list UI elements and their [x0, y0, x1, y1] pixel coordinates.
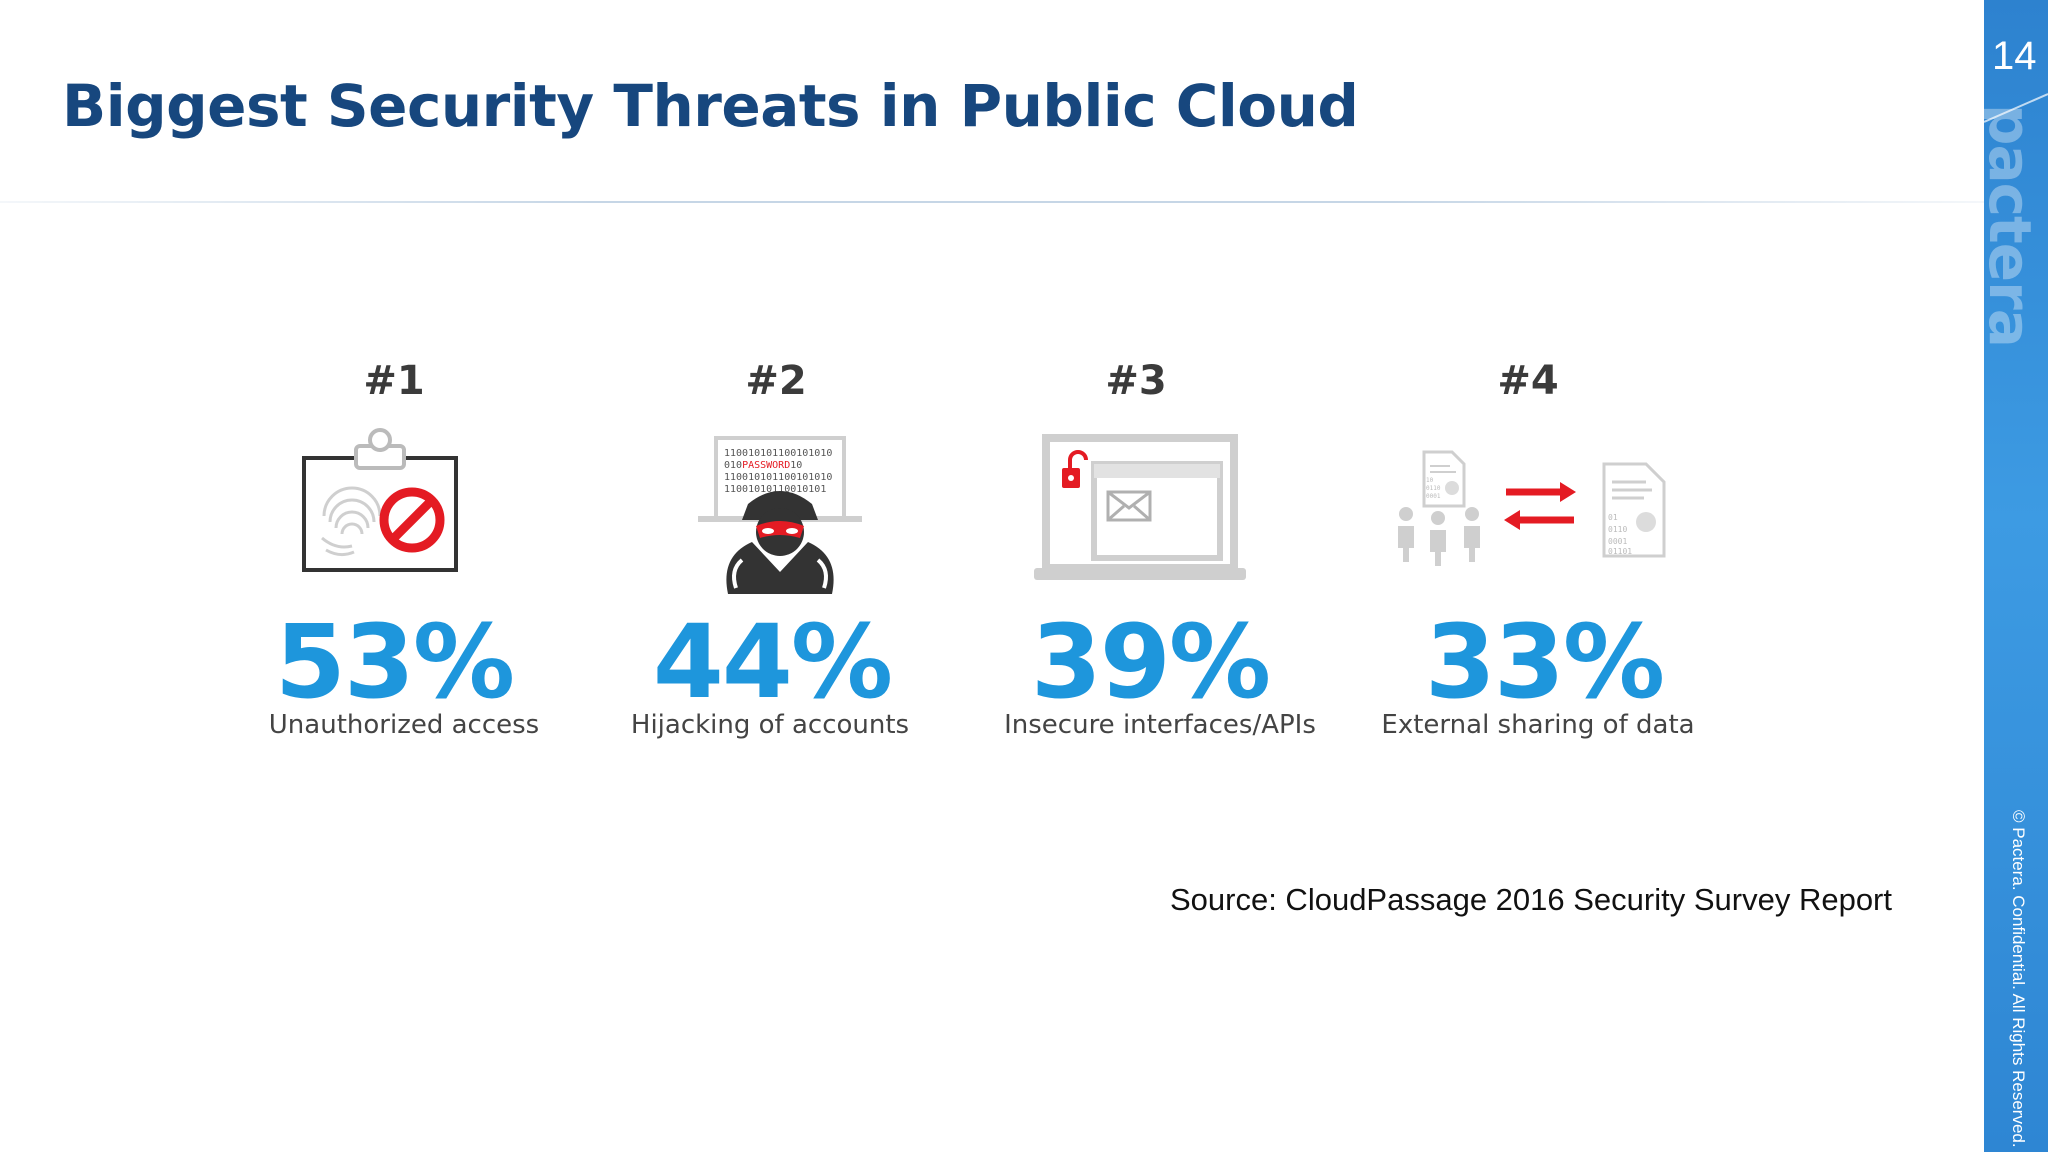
threat-label: Unauthorized access [268, 710, 540, 740]
threat-rank: #3 [1105, 358, 1167, 404]
data-bit: 0110 [1608, 525, 1627, 534]
threat-label: External sharing of data [1381, 710, 1695, 740]
divider-slash-icon [1984, 93, 2048, 123]
binary-line: 110010101100101010 [724, 448, 832, 459]
threats-infographic: #1 53% Unauthorized access [262, 340, 1722, 780]
password-text: PASSWORD [742, 460, 790, 471]
slide-number: 14 [1992, 34, 2037, 78]
brand-logo: pactera [1984, 104, 2044, 347]
threat-label: Hijacking of accounts [630, 710, 910, 740]
brand-sidebar: 14 pactera © Pactera. Confidential. All … [1984, 0, 2048, 1152]
clipboard-fingerprint-blocked-icon [302, 428, 458, 572]
binary-line: 10 [790, 460, 802, 471]
data-bit: 0001 [1608, 537, 1627, 546]
binary-line: 010 [724, 460, 742, 471]
data-exchange-arrows-icon: 10 0110 0001 [1398, 450, 1666, 566]
data-bit: 0110 [1426, 485, 1441, 492]
threat-rank: #1 [363, 358, 425, 404]
threat-percent: 44% [652, 603, 893, 722]
data-bit: 01 [1608, 513, 1618, 522]
binary-line: 110010101100101010 [724, 472, 832, 483]
masked-hacker-password-icon: 110010101100101010 010PASSWORD10 1100101… [698, 436, 862, 594]
threat-label: Insecure interfaces/APIs [1004, 710, 1316, 740]
slide: Biggest Security Threats in Public Cloud… [0, 72, 1984, 917]
source-citation: Source: CloudPassage 2016 Security Surve… [1169, 882, 1892, 917]
slide-title: Biggest Security Threats in Public Cloud [62, 72, 1359, 140]
laptop-unlocked-mail-icon [1034, 434, 1246, 580]
binary-line: 11001010110010101 [724, 484, 826, 495]
threat-percent: 39% [1030, 603, 1271, 722]
threat-percent: 33% [1424, 603, 1665, 722]
copyright-notice: © Pactera. Confidential. All Rights Rese… [2009, 810, 2028, 1148]
threat-rank: #2 [745, 358, 807, 404]
threat-rank: #4 [1497, 358, 1559, 404]
data-bit: 01101 [1608, 547, 1632, 556]
data-bit: 0001 [1426, 493, 1441, 500]
title-divider [0, 201, 1984, 203]
svg-text:010PASSWORD10: 010PASSWORD10 [724, 460, 802, 471]
data-bit: 10 [1426, 477, 1434, 484]
threat-percent: 53% [274, 603, 515, 722]
